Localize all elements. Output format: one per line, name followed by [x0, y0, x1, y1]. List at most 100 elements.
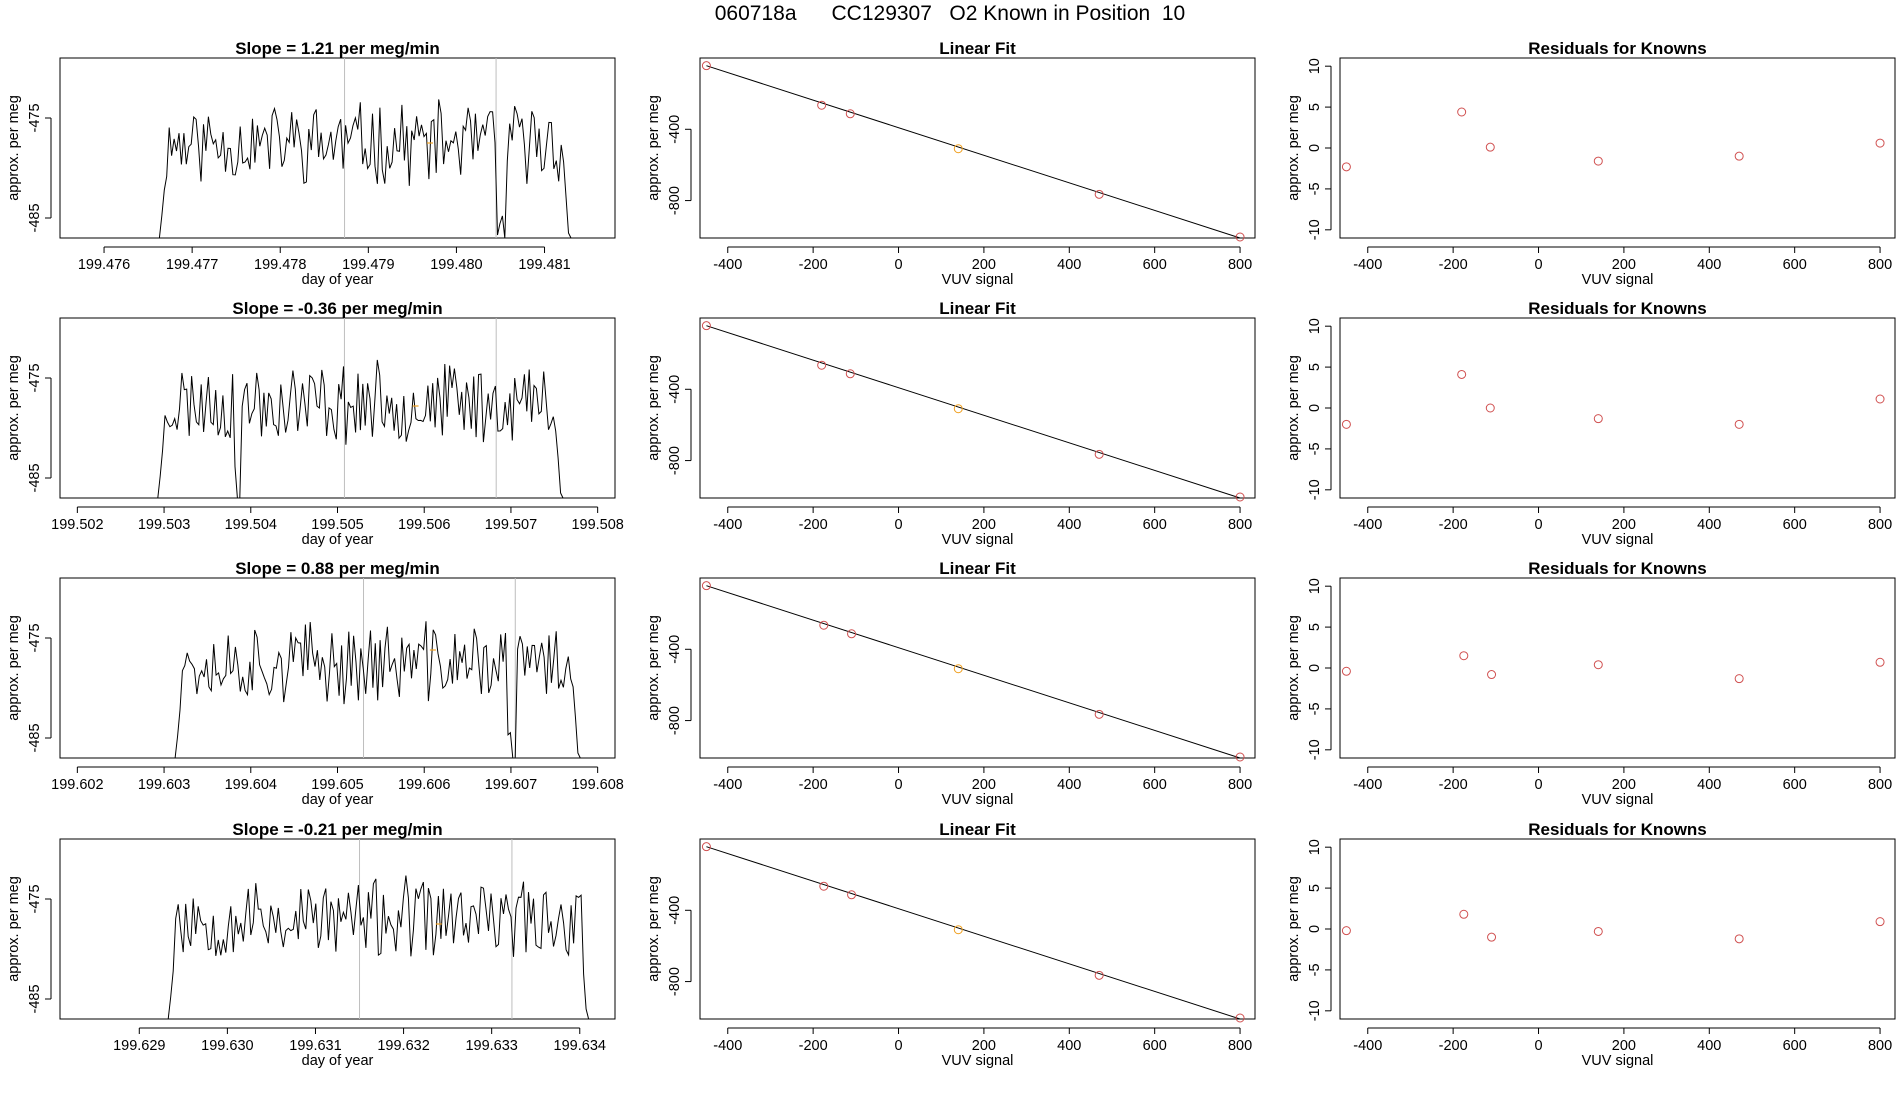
x-tick-label: 199.479	[342, 257, 394, 273]
plot-frame	[699, 317, 1256, 499]
residual-point	[1485, 142, 1495, 152]
x-tick-label: 400	[1697, 1038, 1721, 1054]
fit-point	[953, 664, 963, 674]
x-tick-label: 199.480	[430, 257, 482, 273]
residual-point	[1485, 403, 1495, 413]
y-tick-label: -475	[27, 103, 43, 132]
x-tick-label: 199.607	[485, 777, 537, 793]
x-tick-label: 199.603	[138, 777, 190, 793]
x-tick-label: 200	[1612, 517, 1636, 533]
plot-title: Linear Fit	[939, 39, 1016, 58]
x-tick-label: 400	[1697, 517, 1721, 533]
trace-panel: 199.629 199.630 199.631 199.632 199.633 199.6…	[6, 820, 616, 1069]
x-tick-label: 0	[1534, 1038, 1542, 1054]
residual-panel: -400 -200 0 200 400 600 800 VUV signal -10 -5 0 5 10…	[1286, 559, 1896, 808]
x-tick-label: 600	[1783, 257, 1807, 273]
y-tick-label: -400	[667, 375, 683, 404]
x-tick-label: -400	[713, 517, 742, 533]
x-tick-label: 199.507	[485, 517, 537, 533]
plot-frame	[59, 838, 616, 1020]
y-tick-label: 5	[1307, 884, 1323, 892]
x-tick-label: 199.629	[113, 1038, 165, 1054]
fit-point	[1094, 970, 1104, 980]
residual-point	[1341, 162, 1351, 172]
x-axis-label: VUV signal	[1582, 272, 1654, 288]
x-tick-label: 600	[1143, 1038, 1167, 1054]
residual-point	[1875, 138, 1885, 148]
y-axis-label: approx. per meg	[646, 95, 662, 201]
y-tick-label: -400	[667, 896, 683, 925]
fit-line	[706, 325, 1241, 499]
fit-point	[847, 890, 857, 900]
x-tick-label: -400	[1353, 517, 1382, 533]
residual-panel: -400 -200 0 200 400 600 800 VUV signal -10 -5 0 5 10…	[1286, 39, 1896, 288]
residual-point	[1457, 369, 1467, 379]
y-tick-label: -5	[1307, 963, 1323, 976]
x-tick-label: 199.604	[225, 777, 277, 793]
plot-frame	[1339, 317, 1896, 499]
residual-point	[1459, 651, 1469, 661]
fit-point	[953, 144, 963, 154]
residual-point	[1734, 151, 1744, 161]
x-axis-label: day of year	[302, 532, 374, 548]
fit-point	[701, 842, 711, 852]
y-tick-label: 10	[1307, 318, 1323, 334]
x-tick-label: -200	[799, 257, 828, 273]
fit-panel: -400 -200 0 200 400 600 800 VUV signal -400 -800 a…	[646, 820, 1256, 1069]
x-tick-label: 200	[1612, 257, 1636, 273]
x-tick-label: 800	[1228, 257, 1252, 273]
fit-point	[1235, 1013, 1245, 1023]
residual-point	[1593, 414, 1603, 424]
y-tick-label: 10	[1307, 58, 1323, 74]
x-tick-label: 800	[1228, 517, 1252, 533]
plot-title: Linear Fit	[939, 299, 1016, 318]
trace-line	[156, 99, 572, 239]
y-axis-label: approx. per meg	[6, 876, 22, 982]
x-tick-label: 0	[1534, 777, 1542, 793]
y-tick-label: -800	[667, 967, 683, 996]
plot-frame	[1339, 577, 1896, 759]
x-tick-label: 199.631	[289, 1038, 341, 1054]
x-tick-label: 200	[972, 257, 996, 273]
fit-point	[701, 321, 711, 331]
x-tick-label: 200	[972, 1038, 996, 1054]
residual-point	[1593, 156, 1603, 166]
x-axis-label: VUV signal	[942, 532, 1014, 548]
y-tick-label: -800	[667, 186, 683, 215]
y-axis-label: approx. per meg	[646, 615, 662, 721]
y-tick-label: -5	[1307, 702, 1323, 715]
y-axis-label: approx. per meg	[1286, 355, 1302, 461]
x-tick-label: 800	[1868, 777, 1892, 793]
x-tick-label: 199.633	[465, 1038, 517, 1054]
fit-panel: -400 -200 0 200 400 600 800 VUV signal -400 -800 a…	[646, 559, 1256, 808]
x-tick-label: 800	[1868, 1038, 1892, 1054]
residual-point	[1487, 932, 1497, 942]
residual-point	[1341, 926, 1351, 936]
x-tick-label: -200	[1439, 257, 1468, 273]
y-tick-label: -400	[667, 115, 683, 144]
residual-point	[1593, 926, 1603, 936]
x-tick-label: 400	[1057, 517, 1081, 533]
x-axis-label: VUV signal	[1582, 532, 1654, 548]
x-tick-label: 400	[1057, 1038, 1081, 1054]
x-tick-label: 0	[1534, 517, 1542, 533]
x-tick-label: 600	[1143, 257, 1167, 273]
y-tick-label: -485	[27, 203, 43, 232]
residual-point	[1734, 674, 1744, 684]
plot-frame	[59, 57, 616, 239]
y-tick-label: -485	[27, 984, 43, 1013]
residual-point	[1875, 657, 1885, 667]
x-tick-label: 199.502	[51, 517, 103, 533]
panel-row-4: 199.629 199.630 199.631 199.632 199.633 199.6…	[6, 820, 1896, 1069]
panel-row-2: 199.502 199.503 199.504 199.505 199.506 199.5…	[6, 299, 1896, 548]
x-tick-label: -200	[1439, 777, 1468, 793]
fit-panel: -400 -200 0 200 400 600 800 VUV signal -400 -800 a…	[646, 39, 1256, 288]
x-axis-label: day of year	[302, 272, 374, 288]
x-axis-label: VUV signal	[942, 792, 1014, 808]
x-tick-label: 199.504	[225, 517, 277, 533]
y-axis-label: approx. per meg	[1286, 95, 1302, 201]
x-tick-label: 0	[894, 517, 902, 533]
y-tick-label: 0	[1307, 664, 1323, 672]
plot-frame	[699, 838, 1256, 1020]
